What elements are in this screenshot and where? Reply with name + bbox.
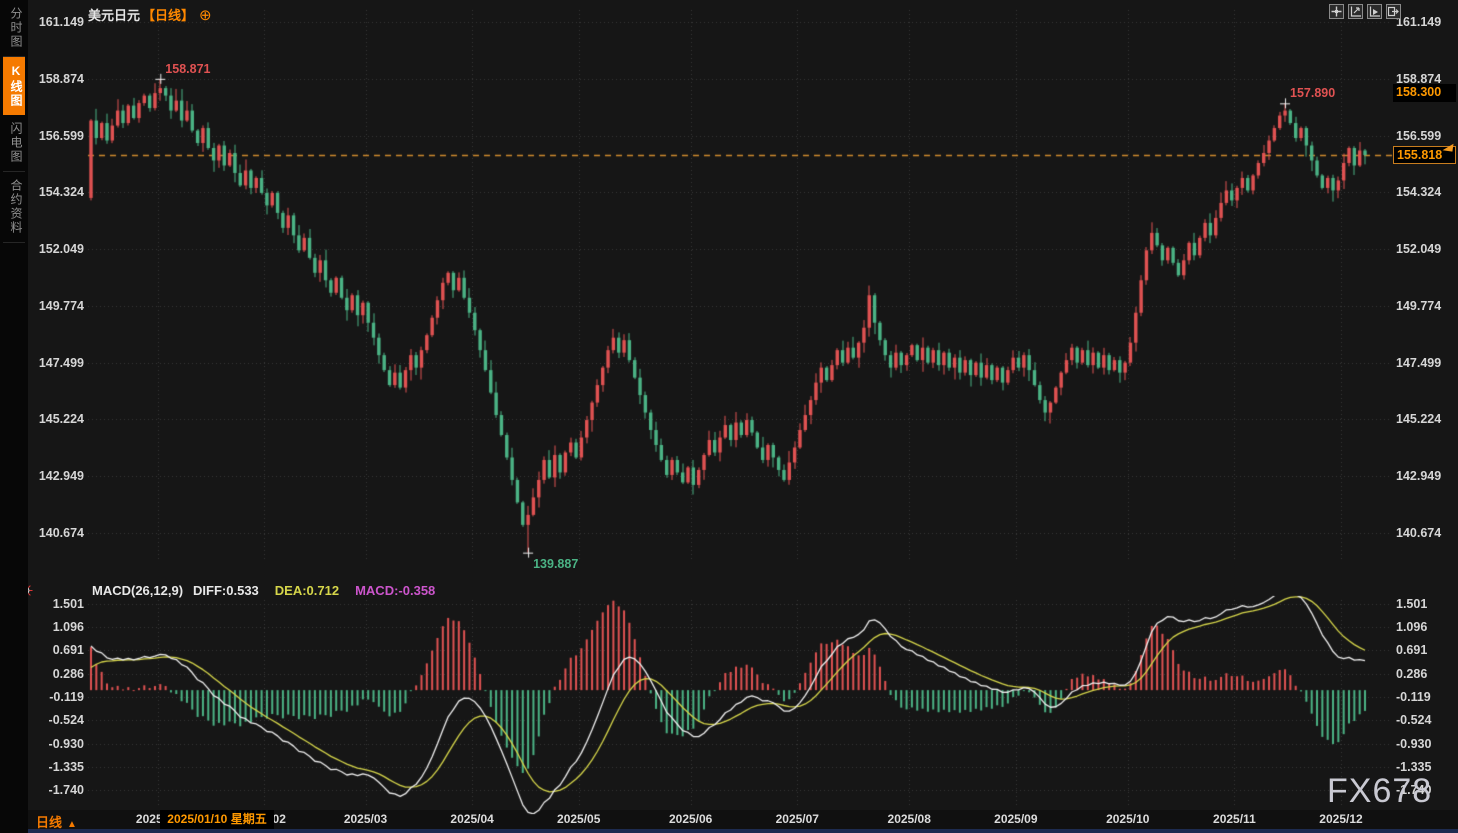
- macd-tick-right: 1.501: [1396, 597, 1428, 611]
- price-tick-left: 156.599: [38, 128, 84, 143]
- price-tick-left: 149.774: [38, 298, 84, 313]
- macd-tick-right: 0.691: [1396, 643, 1428, 658]
- macd-params: MACD(26,12,9): [92, 583, 184, 598]
- price-tick-right: 156.599: [1396, 128, 1442, 143]
- month-label: 2025/12: [1319, 812, 1363, 826]
- price-tick-left: 161.149: [38, 15, 84, 29]
- macd-dea-value: DEA:0.712: [274, 583, 340, 598]
- extreme-price-annotation: 139.887: [533, 556, 579, 571]
- macd-tick-left: 1.096: [52, 620, 84, 635]
- x-axis-labels: 日线▲ 2025/01/10 星期五 2025/012025/022025/03…: [0, 810, 1458, 830]
- watermark: FX678: [1327, 772, 1433, 810]
- sidebar-tab-lightning[interactable]: 闪电图: [3, 115, 25, 172]
- macd-tick-right: -1.335: [1396, 759, 1432, 774]
- price-tick-right: 140.674: [1396, 526, 1442, 540]
- extreme-price-annotation: 158.871: [165, 61, 211, 76]
- price-tick-right: 161.149: [1396, 15, 1442, 29]
- chart-header: 美元日元 【日线】 ⊕: [88, 5, 212, 24]
- macd-tick-right: -0.524: [1396, 713, 1432, 728]
- macd-tick-right: 1.096: [1396, 620, 1428, 635]
- price-tick-right: 149.774: [1396, 298, 1442, 313]
- month-label: 2025/05: [557, 812, 601, 826]
- price-tick-left: 142.949: [38, 469, 84, 484]
- sidebar-tab-kline[interactable]: K线图: [3, 57, 25, 115]
- crosshair-date-tooltip: 2025/01/10 星期五: [160, 810, 274, 829]
- month-label: 2025/07: [775, 812, 819, 826]
- month-label: 2025/11: [1213, 812, 1256, 826]
- macd-tick-left: -1.740: [48, 783, 84, 797]
- macd-tick-left: -0.119: [49, 689, 84, 704]
- price-tick-left: 147.499: [38, 355, 84, 370]
- price-tick-right: 147.499: [1396, 355, 1442, 370]
- macd-tick-left: -0.524: [48, 713, 84, 728]
- month-label: 2025/08: [887, 812, 931, 826]
- axis-fit-icon[interactable]: [1367, 4, 1382, 19]
- extreme-price-annotation: 157.890: [1290, 86, 1336, 101]
- price-tick-left: 154.324: [38, 185, 84, 200]
- price-tick-right: 145.224: [1396, 412, 1442, 427]
- macd-header: MACD(26,12,9) DIFF:0.533 DEA:0.712 MACD:…: [92, 583, 435, 598]
- month-label: 2025/06: [668, 812, 713, 826]
- sidebar-tab-timeline[interactable]: 分时图: [3, 0, 25, 57]
- macd-tick-left: 0.691: [52, 643, 84, 658]
- price-tick-right: 158.874: [1396, 71, 1442, 86]
- sidebar: 分时图 K线图 闪电图 合约资料: [0, 0, 28, 833]
- macd-diff-value: DIFF:0.533: [193, 583, 259, 598]
- period-selector[interactable]: 日线 ▲: [36, 812, 77, 831]
- month-label: 2025/03: [343, 812, 388, 826]
- current-price-label: 155.818: [1393, 146, 1456, 165]
- macd-tick-right: -0.119: [1396, 689, 1431, 704]
- chart-toolbar: [1329, 4, 1401, 19]
- macd-tick-left: 1.501: [52, 597, 84, 611]
- macd-tick-right: -1.740: [1396, 783, 1432, 797]
- pan-move-icon[interactable]: [1329, 4, 1344, 19]
- price-tick-right: 154.324: [1396, 185, 1442, 200]
- price-tick-left: 158.874: [38, 71, 84, 86]
- period-tag: 【日线】: [142, 8, 195, 23]
- macd-tick-left: -0.930: [48, 736, 84, 751]
- price-tick-right: 152.049: [1396, 242, 1442, 257]
- price-flag-icon: [1442, 142, 1454, 152]
- price-tick-left: 152.049: [38, 242, 84, 257]
- period-selector-label: 日线: [36, 815, 63, 830]
- price-marker-high: 158.300: [1393, 84, 1456, 103]
- axis-scale-icon[interactable]: [1348, 4, 1363, 19]
- month-label: 2025/10: [1106, 812, 1150, 826]
- macd-tick-right: -0.930: [1396, 736, 1432, 751]
- detach-window-icon[interactable]: [1386, 4, 1401, 19]
- period-arrow-icon: ▲: [67, 819, 77, 830]
- macd-tick-left: -1.335: [48, 759, 84, 774]
- month-label: 2025/09: [994, 812, 1038, 826]
- macd-tick-right: 0.286: [1396, 666, 1428, 681]
- symbol-title: 美元日元: [88, 8, 141, 23]
- month-label: 2025/04: [450, 812, 494, 826]
- price-tick-right: 142.949: [1396, 469, 1442, 484]
- add-indicator-icon[interactable]: ⊕: [199, 6, 212, 24]
- sidebar-tab-contract-info[interactable]: 合约资料: [3, 172, 25, 243]
- price-tick-left: 145.224: [38, 412, 84, 427]
- price-tick-left: 140.674: [38, 526, 84, 540]
- macd-hist-value: MACD:-0.358: [355, 583, 436, 598]
- macd-tick-left: 0.286: [52, 666, 84, 681]
